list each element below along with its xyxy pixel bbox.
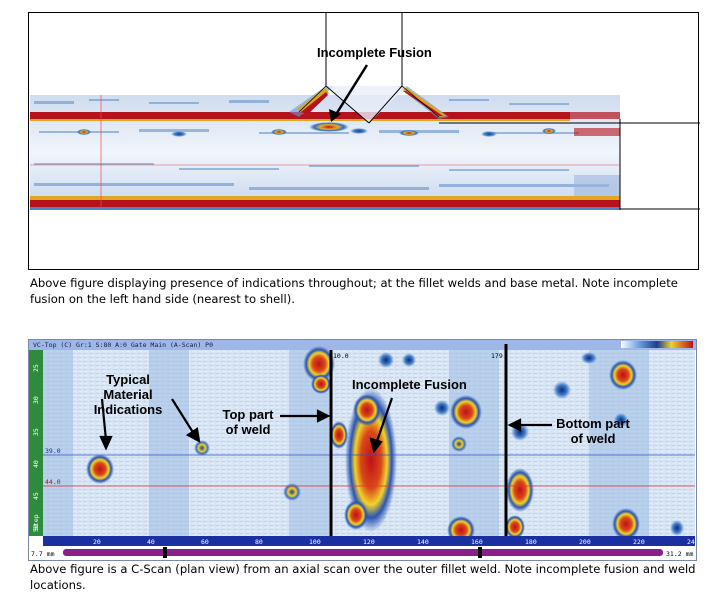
left-cursor-value: 10.0 [333,352,349,360]
cscan-figure: VC-Top (C) Gr:1 S:80 A:0 Gate Main (A-Sc… [28,339,697,561]
bscan-image: Incomplete Fusion [30,13,700,210]
bottom-part-weld-label: Bottom part of weld [556,416,630,446]
y-tick-label: 45 [32,492,40,500]
x-axis-unit: mm [31,538,39,546]
y-tick-label: 40 [32,460,40,468]
y-tick-label: 35 [32,428,40,436]
figure1-caption: Above figure displaying presence of indi… [30,276,678,306]
figure2-caption: Above figure is a C-Scan (plan view) fro… [30,562,696,592]
scroll-right-value: 31.2 mm [666,550,693,558]
bscan-figure: Incomplete Fusion [28,12,700,270]
right-cursor-value: 179 [491,352,503,360]
x-tick-label: 180 [525,538,537,546]
x-axis-strip [43,536,695,546]
scroll-left-value: 7.7 mm [31,550,55,558]
x-tick-label: 60 [201,538,209,546]
cscan-title-bar: VC-Top (C) Gr:1 S:80 A:0 Gate Main (A-Sc… [29,340,696,350]
incomplete-fusion-label: Incomplete Fusion [317,45,432,60]
color-scale [621,341,693,348]
scrollbar-handle-left[interactable] [163,547,167,558]
typical-indications-label: Typical Material Indications [93,372,163,417]
x-tick-label: 40 [147,538,155,546]
y-axis-unit: Step [32,514,40,530]
x-tick-label: 20 [93,538,101,546]
x-axis-ticks: 20 40 60 80 100 120 140 160 180 200 220 240 [93,538,697,546]
y-axis-ticks: 25 30 35 40 45 50 [32,364,40,532]
y-tick-label: 30 [32,396,40,404]
x-tick-label: 140 [417,538,429,546]
x-tick-label: 200 [579,538,591,546]
cscan-image: 25 30 35 40 45 50 Step [29,341,697,560]
y-tick-label: 25 [32,364,40,372]
incomplete-fusion-arrow [333,64,369,117]
x-tick-label: 220 [633,538,645,546]
red-line-value: 44.0 [45,478,61,486]
scrollbar-track[interactable] [63,549,663,556]
incomplete-fusion-scan-label: Incomplete Fusion [352,377,467,392]
y-tick-label: 50 [32,524,40,532]
top-part-weld-label: Top part of weld [222,407,274,437]
blue-line-value: 39.0 [45,447,61,455]
y-axis-strip [29,350,43,536]
x-tick-label: 120 [363,538,375,546]
x-tick-label: 80 [255,538,263,546]
x-tick-label: 160 [471,538,483,546]
x-tick-label: 100 [309,538,321,546]
x-tick-label: 240 [687,538,697,546]
scrollbar-handle-right[interactable] [478,547,482,558]
